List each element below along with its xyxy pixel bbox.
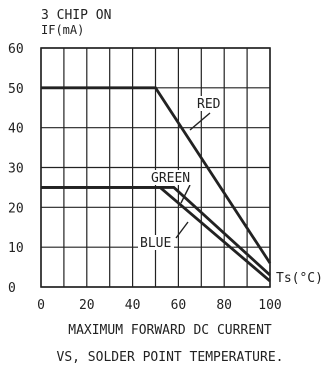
series-label-background: [149, 170, 193, 185]
y-tick-label: 40: [8, 122, 24, 137]
series-label-red: RED: [197, 97, 221, 112]
tick-labels: 0 20 40 60 80 100 0 10 20 30 40 50 60: [8, 42, 282, 313]
series-label-green: GREEN: [151, 171, 190, 186]
x-tick-label: 60: [171, 298, 187, 313]
x-tick-label: 0: [37, 298, 45, 313]
leader-line-green: [180, 184, 191, 204]
y-tick-label: 20: [8, 201, 24, 216]
leader-line-blue: [175, 221, 189, 239]
series-line-blue: [41, 186, 271, 283]
series-line-red: [41, 86, 272, 264]
y-tick-label: 50: [8, 82, 24, 97]
series-labels: RED GREEN BLUE: [138, 96, 223, 251]
x-tick-label: 20: [79, 298, 95, 313]
chart-title: 3 CHIP ON: [41, 8, 111, 23]
plot-frame: [40, 47, 271, 288]
x-tick-label: 40: [125, 298, 141, 313]
leader-line-red: [189, 112, 211, 131]
series-label-background: [195, 96, 223, 111]
caption-line-2: VS, SOLDER POINT TEMPERATURE.: [57, 350, 284, 365]
y-tick-label: 10: [8, 241, 24, 256]
series-lines: [41, 86, 272, 283]
x-tick-label: 80: [216, 298, 232, 313]
y-axis-label: IF(mA): [41, 23, 84, 37]
caption-line-1: MAXIMUM FORWARD DC CURRENT: [68, 323, 272, 338]
y-tick-label: 60: [8, 42, 24, 57]
series-label-blue: BLUE: [140, 236, 171, 251]
series-label-background: [138, 235, 174, 250]
y-tick-label: 0: [8, 281, 16, 296]
x-axis-label: Ts(°C): [276, 271, 323, 286]
x-tick-label: 100: [258, 298, 281, 313]
y-tick-label: 30: [8, 162, 24, 177]
